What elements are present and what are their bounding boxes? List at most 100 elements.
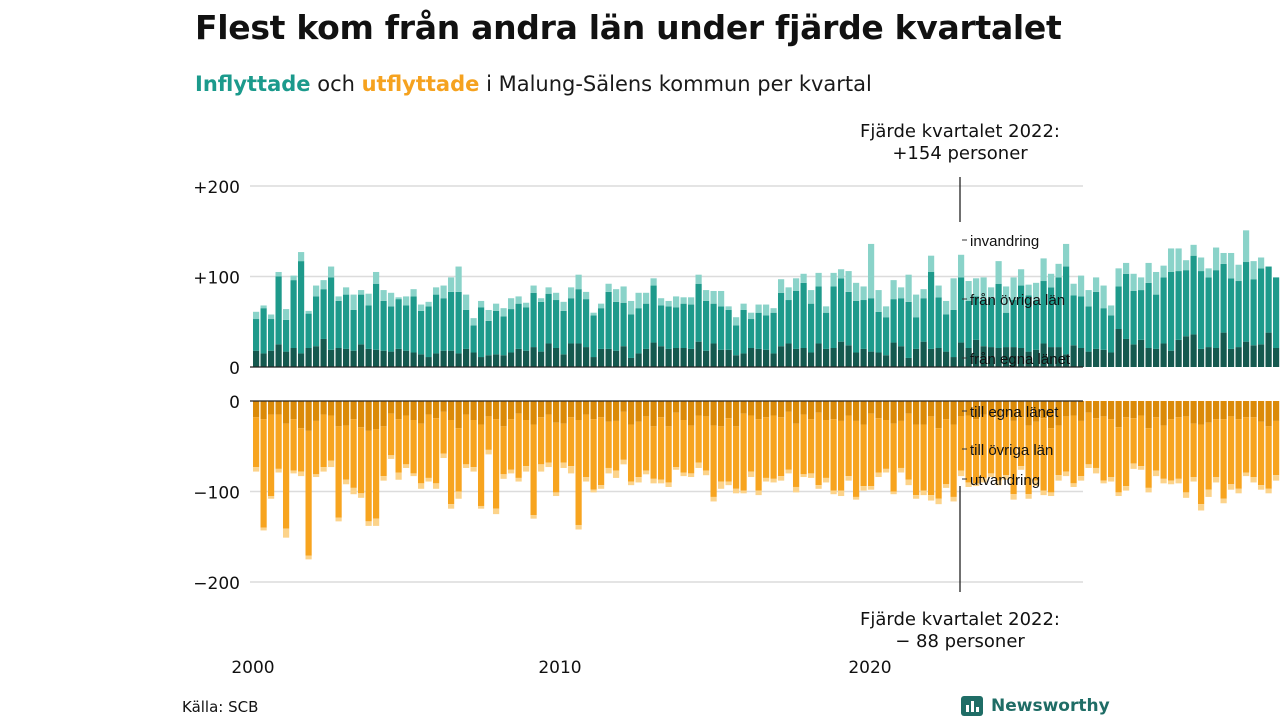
bar-utvandring [425, 477, 432, 482]
bar-från-egna-länet [500, 355, 507, 367]
bar-från-övriga-län [410, 296, 417, 353]
bar-till-övriga-län [845, 415, 852, 477]
bar-utvandring [1025, 494, 1032, 499]
bar-till-egna-länet [1010, 401, 1017, 421]
bar-utvandring [508, 469, 515, 474]
bar-från-övriga-län [1025, 295, 1032, 352]
bar-till-övriga-län [523, 420, 530, 467]
bar-från-egna-länet [515, 348, 522, 367]
bar-invandring [1085, 290, 1092, 307]
bar-utvandring [1160, 478, 1167, 484]
bar-från-egna-länet [808, 352, 815, 367]
bar-till-övriga-län [800, 414, 807, 475]
annotation-bottom-line2: − 88 personer [895, 631, 1025, 652]
bar-från-övriga-län [695, 283, 702, 342]
bar-till-egna-länet [395, 401, 402, 420]
bar-utvandring [1205, 489, 1212, 497]
bar-till-övriga-län [575, 420, 582, 525]
bar-invandring [1040, 258, 1047, 282]
bar-till-egna-länet [305, 401, 312, 431]
bar-från-övriga-län [1153, 294, 1160, 349]
bar-utvandring [328, 460, 335, 468]
bar-från-egna-länet [1138, 339, 1145, 367]
bar-till-egna-länet [590, 401, 597, 420]
bar-invandring [1025, 284, 1032, 296]
bar-utvandring [898, 467, 905, 473]
bar-till-övriga-län [290, 419, 297, 471]
bar-till-övriga-län [1228, 416, 1235, 485]
bar-till-egna-länet [1108, 401, 1115, 420]
subtitle-rest: i Malung-Sälens kommun per kvartal [479, 72, 872, 96]
bar-till-övriga-län [1093, 418, 1100, 468]
bar-invandring [778, 279, 785, 293]
bar-till-övriga-län [703, 416, 710, 471]
bar-från-egna-länet [1130, 344, 1137, 367]
bar-från-egna-länet [643, 348, 650, 367]
bar-till-egna-länet [298, 401, 305, 429]
bar-utvandring [845, 476, 852, 481]
bar-från-egna-länet [1108, 352, 1115, 367]
bar-från-övriga-län [313, 296, 320, 347]
bar-till-egna-länet [470, 401, 477, 421]
bar-till-egna-länet [793, 401, 800, 424]
bar-från-egna-länet [800, 347, 807, 367]
bar-från-egna-länet [853, 352, 860, 367]
bar-från-egna-länet [260, 353, 267, 367]
bar-invandring [740, 303, 747, 310]
bar-till-övriga-län [620, 411, 627, 460]
bar-utvandring [1130, 463, 1137, 469]
bar-till-egna-länet [583, 401, 590, 415]
bar-från-övriga-län [478, 307, 485, 358]
bar-invandring [1003, 286, 1010, 313]
bar-från-egna-länet [328, 349, 335, 367]
bar-invandring [335, 296, 342, 301]
bar-till-övriga-län [343, 425, 350, 480]
bar-invandring [718, 290, 725, 307]
bar-från-övriga-län [290, 280, 297, 348]
bar-till-egna-länet [1220, 401, 1227, 420]
bar-från-egna-länet [1265, 332, 1272, 367]
bar-invandring [493, 303, 500, 311]
bar-till-egna-länet [515, 401, 522, 414]
bar-invandring [388, 292, 395, 307]
legend-label-top: från egna länet [970, 351, 1071, 368]
bar-utvandring [988, 473, 995, 478]
x-tick-label: 2010 [538, 658, 581, 678]
bar-från-egna-länet [305, 347, 312, 367]
bar-från-övriga-län [1205, 277, 1212, 348]
bar-invandring [328, 266, 335, 278]
bar-från-egna-länet [508, 352, 515, 367]
bar-från-övriga-län [1055, 277, 1062, 348]
bar-från-övriga-län [883, 317, 890, 356]
newsworthy-logo-text: Newsworthy [991, 696, 1110, 716]
bar-från-egna-länet [568, 343, 575, 367]
bar-invandring [598, 303, 605, 309]
bar-utvandring [973, 483, 980, 487]
bar-utvandring [913, 495, 920, 499]
bar-till-egna-länet [418, 401, 425, 424]
bar-invandring [890, 280, 897, 300]
bar-utvandring [268, 496, 275, 499]
bar-från-egna-länet [995, 347, 1002, 367]
bar-till-övriga-län [815, 412, 822, 486]
bar-från-övriga-län [1265, 266, 1272, 333]
bar-från-egna-länet [1250, 345, 1257, 367]
bar-från-egna-länet [253, 350, 260, 367]
bar-till-övriga-län [838, 420, 845, 491]
bar-från-egna-länet [913, 348, 920, 367]
bar-från-egna-länet [1003, 347, 1010, 367]
bar-invandring [808, 290, 815, 304]
bar-från-egna-länet [605, 348, 612, 367]
bar-från-egna-länet [545, 343, 552, 367]
bar-till-egna-länet [823, 401, 830, 421]
bar-invandring [1108, 305, 1115, 316]
bar-till-övriga-län [1138, 415, 1145, 467]
bar-från-egna-länet [673, 347, 680, 367]
bar-invandring [770, 308, 777, 313]
bar-till-övriga-län [1175, 417, 1182, 479]
bar-från-egna-länet [538, 351, 545, 367]
bar-invandring [643, 292, 650, 304]
bar-till-egna-länet [845, 401, 852, 416]
bar-till-egna-länet [748, 401, 755, 416]
bar-från-övriga-län [620, 302, 627, 347]
